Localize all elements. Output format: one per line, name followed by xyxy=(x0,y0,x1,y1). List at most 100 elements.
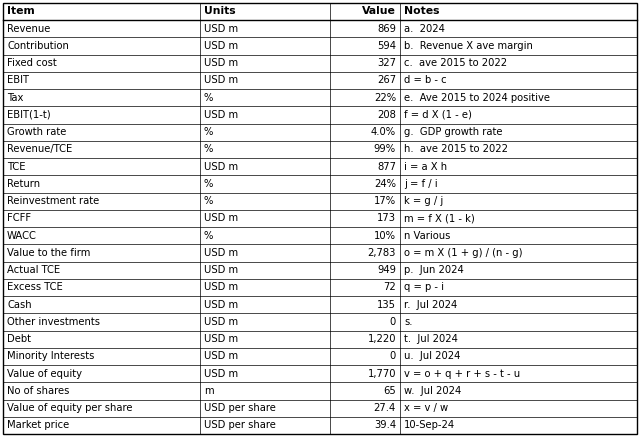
Text: %: % xyxy=(204,231,213,241)
Text: 22%: 22% xyxy=(374,93,396,103)
Text: Market price: Market price xyxy=(7,420,69,430)
Text: k = g / j: k = g / j xyxy=(404,196,444,206)
Text: 65: 65 xyxy=(383,386,396,396)
Text: %: % xyxy=(204,93,213,103)
Text: 1,220: 1,220 xyxy=(367,334,396,344)
Text: 4.0%: 4.0% xyxy=(371,127,396,137)
Text: 27.4: 27.4 xyxy=(374,403,396,413)
Text: Value: Value xyxy=(362,7,396,17)
Text: 99%: 99% xyxy=(374,144,396,154)
Text: Minority Interests: Minority Interests xyxy=(7,351,94,361)
Text: %: % xyxy=(204,144,213,154)
Text: 949: 949 xyxy=(377,265,396,275)
Text: Actual TCE: Actual TCE xyxy=(7,265,60,275)
Text: Contribution: Contribution xyxy=(7,41,69,51)
Text: Cash: Cash xyxy=(7,300,31,310)
Text: Revenue/TCE: Revenue/TCE xyxy=(7,144,72,154)
Text: 869: 869 xyxy=(377,24,396,34)
Text: USD per share: USD per share xyxy=(204,403,276,413)
Text: EBIT: EBIT xyxy=(7,75,29,85)
Text: USD m: USD m xyxy=(204,369,238,378)
Text: Reinvestment rate: Reinvestment rate xyxy=(7,196,99,206)
Text: USD m: USD m xyxy=(204,351,238,361)
Text: h.  ave 2015 to 2022: h. ave 2015 to 2022 xyxy=(404,144,508,154)
Text: w.  Jul 2024: w. Jul 2024 xyxy=(404,386,461,396)
Text: 0: 0 xyxy=(390,351,396,361)
Text: m = f X (1 - k): m = f X (1 - k) xyxy=(404,213,475,223)
Text: 877: 877 xyxy=(377,162,396,172)
Text: 17%: 17% xyxy=(374,196,396,206)
Text: 72: 72 xyxy=(383,282,396,292)
Text: f = d X (1 - e): f = d X (1 - e) xyxy=(404,110,472,120)
Text: d = b - c: d = b - c xyxy=(404,75,447,85)
Text: Value of equity per share: Value of equity per share xyxy=(7,403,132,413)
Text: r.  Jul 2024: r. Jul 2024 xyxy=(404,300,457,310)
Text: a.  2024: a. 2024 xyxy=(404,24,445,34)
Text: 39.4: 39.4 xyxy=(374,420,396,430)
Text: Return: Return xyxy=(7,179,40,189)
Text: %: % xyxy=(204,127,213,137)
Text: 10%: 10% xyxy=(374,231,396,241)
Text: b.  Revenue X ave margin: b. Revenue X ave margin xyxy=(404,41,533,51)
Text: u.  Jul 2024: u. Jul 2024 xyxy=(404,351,460,361)
Text: i = a X h: i = a X h xyxy=(404,162,447,172)
Text: e.  Ave 2015 to 2024 positive: e. Ave 2015 to 2024 positive xyxy=(404,93,550,103)
Text: 267: 267 xyxy=(377,75,396,85)
Text: 24%: 24% xyxy=(374,179,396,189)
Text: EBIT(1-t): EBIT(1-t) xyxy=(7,110,51,120)
Text: %: % xyxy=(204,196,213,206)
Text: USD per share: USD per share xyxy=(204,420,276,430)
Text: WACC: WACC xyxy=(7,231,37,241)
Text: USD m: USD m xyxy=(204,317,238,327)
Text: 1,770: 1,770 xyxy=(367,369,396,378)
Text: USD m: USD m xyxy=(204,300,238,310)
Text: USD m: USD m xyxy=(204,265,238,275)
Text: 208: 208 xyxy=(377,110,396,120)
Text: Growth rate: Growth rate xyxy=(7,127,67,137)
Text: Value to the firm: Value to the firm xyxy=(7,248,90,258)
Text: USD m: USD m xyxy=(204,213,238,223)
Text: Other investments: Other investments xyxy=(7,317,100,327)
Text: Excess TCE: Excess TCE xyxy=(7,282,63,292)
Text: 135: 135 xyxy=(377,300,396,310)
Text: USD m: USD m xyxy=(204,162,238,172)
Text: Debt: Debt xyxy=(7,334,31,344)
Text: USD m: USD m xyxy=(204,41,238,51)
Text: p.  Jun 2024: p. Jun 2024 xyxy=(404,265,464,275)
Text: Units: Units xyxy=(204,7,236,17)
Text: n Various: n Various xyxy=(404,231,451,241)
Text: USD m: USD m xyxy=(204,24,238,34)
Text: q = p - i: q = p - i xyxy=(404,282,444,292)
Text: o = m X (1 + g) / (n - g): o = m X (1 + g) / (n - g) xyxy=(404,248,522,258)
Text: 594: 594 xyxy=(377,41,396,51)
Text: t.  Jul 2024: t. Jul 2024 xyxy=(404,334,458,344)
Text: FCFF: FCFF xyxy=(7,213,31,223)
Text: 173: 173 xyxy=(377,213,396,223)
Text: %: % xyxy=(204,179,213,189)
Text: Tax: Tax xyxy=(7,93,24,103)
Text: 327: 327 xyxy=(377,58,396,68)
Text: g.  GDP growth rate: g. GDP growth rate xyxy=(404,127,502,137)
Text: USD m: USD m xyxy=(204,282,238,292)
Text: 0: 0 xyxy=(390,317,396,327)
Text: m: m xyxy=(204,386,214,396)
Text: Notes: Notes xyxy=(404,7,440,17)
Text: USD m: USD m xyxy=(204,334,238,344)
Text: USD m: USD m xyxy=(204,110,238,120)
Text: Revenue: Revenue xyxy=(7,24,51,34)
Text: USD m: USD m xyxy=(204,248,238,258)
Text: No of shares: No of shares xyxy=(7,386,69,396)
Text: Fixed cost: Fixed cost xyxy=(7,58,57,68)
Text: USD m: USD m xyxy=(204,58,238,68)
Text: x = v / w: x = v / w xyxy=(404,403,448,413)
Text: j = f / i: j = f / i xyxy=(404,179,438,189)
Text: TCE: TCE xyxy=(7,162,26,172)
Text: c.  ave 2015 to 2022: c. ave 2015 to 2022 xyxy=(404,58,507,68)
Text: 2,783: 2,783 xyxy=(367,248,396,258)
Text: 10-Sep-24: 10-Sep-24 xyxy=(404,420,455,430)
Text: v = o + q + r + s - t - u: v = o + q + r + s - t - u xyxy=(404,369,520,378)
Text: s.: s. xyxy=(404,317,413,327)
Text: Item: Item xyxy=(7,7,35,17)
Text: Value of equity: Value of equity xyxy=(7,369,82,378)
Text: USD m: USD m xyxy=(204,75,238,85)
